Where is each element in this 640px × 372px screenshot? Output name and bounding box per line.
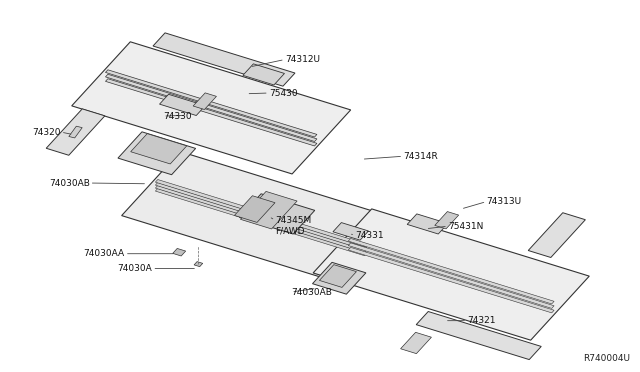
Text: 75431N: 75431N	[448, 222, 483, 231]
Polygon shape	[435, 212, 459, 229]
Polygon shape	[156, 189, 367, 256]
Polygon shape	[348, 247, 554, 313]
Text: R740004U: R740004U	[584, 354, 630, 363]
Polygon shape	[193, 93, 216, 109]
Polygon shape	[348, 243, 554, 308]
Polygon shape	[241, 192, 297, 229]
Text: 74345M: 74345M	[275, 216, 312, 225]
Polygon shape	[194, 262, 203, 267]
Text: 74030AB: 74030AB	[49, 179, 90, 187]
Text: 74313U: 74313U	[486, 197, 522, 206]
Polygon shape	[312, 262, 366, 294]
Text: 74314R: 74314R	[403, 152, 438, 161]
Text: 74331: 74331	[355, 231, 384, 240]
Polygon shape	[156, 180, 367, 247]
Text: 74321: 74321	[467, 316, 496, 325]
Polygon shape	[122, 151, 401, 284]
Polygon shape	[72, 42, 351, 174]
Polygon shape	[416, 311, 541, 360]
Polygon shape	[234, 196, 275, 222]
Polygon shape	[106, 79, 317, 146]
Polygon shape	[528, 213, 586, 257]
Polygon shape	[159, 94, 205, 116]
Polygon shape	[243, 64, 284, 85]
Text: 74330: 74330	[163, 112, 192, 121]
Polygon shape	[333, 222, 369, 240]
Text: 75430: 75430	[269, 89, 298, 97]
Polygon shape	[401, 332, 431, 354]
Polygon shape	[156, 186, 367, 253]
Polygon shape	[106, 70, 317, 137]
Text: 74030A: 74030A	[118, 264, 152, 273]
Text: 74312U: 74312U	[285, 55, 320, 64]
Polygon shape	[46, 109, 105, 155]
Text: 74030AA: 74030AA	[84, 249, 125, 258]
Polygon shape	[156, 183, 367, 250]
Polygon shape	[407, 214, 448, 234]
Polygon shape	[348, 238, 554, 304]
Text: F/AWD: F/AWD	[275, 226, 305, 235]
Polygon shape	[153, 33, 295, 86]
Polygon shape	[118, 132, 196, 175]
Polygon shape	[69, 126, 82, 138]
Polygon shape	[239, 194, 315, 234]
Text: 74320: 74320	[32, 128, 61, 137]
Polygon shape	[173, 248, 186, 256]
Text: 74030AB: 74030AB	[291, 288, 332, 296]
Polygon shape	[313, 209, 589, 340]
Polygon shape	[319, 264, 356, 288]
Polygon shape	[106, 74, 317, 141]
Polygon shape	[131, 134, 187, 164]
